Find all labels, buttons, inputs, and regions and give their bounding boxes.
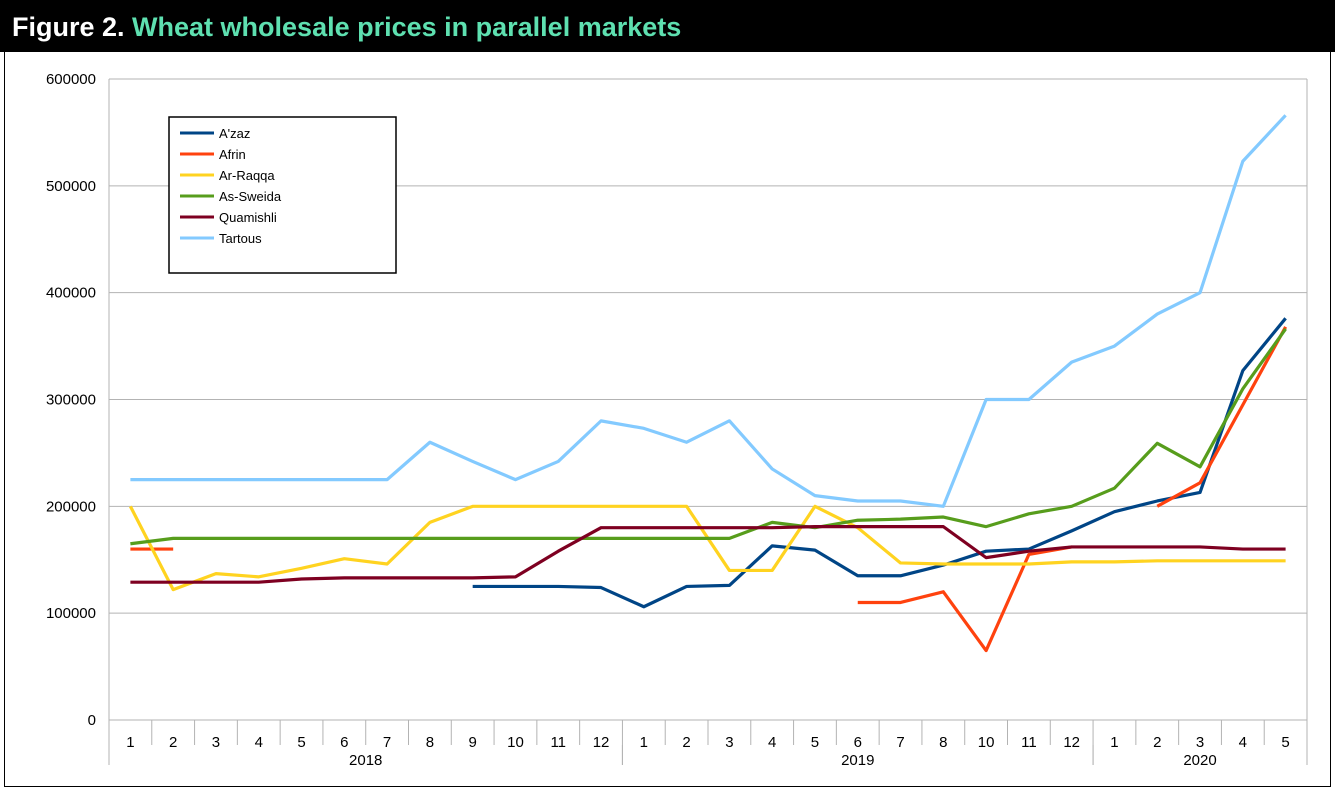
legend-entry: As-Sweida [219, 189, 282, 204]
series-lines [128, 114, 1288, 653]
year-label: 2019 [841, 752, 874, 769]
x-tick-label: 11 [1021, 734, 1037, 751]
x-tick-label: 1 [126, 734, 134, 751]
grid-lines [108, 78, 1308, 765]
x-tick-label: 6 [854, 734, 862, 751]
x-tick-label: 7 [383, 734, 391, 751]
x-tick-label: 1 [1110, 734, 1118, 751]
x-tick-label: 8 [939, 734, 947, 751]
series-line-segment [130, 114, 1287, 508]
series-as-sweida [130, 328, 1287, 546]
series-line-segment [130, 525, 1286, 584]
x-tick-label: 7 [896, 734, 904, 751]
y-tick-label: 100000 [46, 605, 96, 622]
x-tick-label: 2 [169, 734, 177, 751]
x-tick-label: 2 [682, 734, 690, 751]
x-tick-label: 3 [212, 734, 220, 751]
x-tick-label: 11 [550, 734, 566, 751]
x-tick-label: 5 [297, 734, 305, 751]
series-line-segment [1156, 326, 1288, 508]
figure-title: Wheat wholesale prices in parallel marke… [132, 12, 682, 42]
y-tick-label: 400000 [46, 285, 96, 302]
legend-entry: Ar-Raqqa [219, 168, 275, 183]
x-tick-label: 1 [640, 734, 648, 751]
chart-frame [4, 52, 1331, 787]
x-tick-label: 12 [1063, 734, 1080, 751]
legend: A'zaz Afrin Ar-Raqqa As-Sweida Quamishli Tart… [168, 116, 397, 274]
y-tick-label: 0 [88, 712, 96, 729]
x-tick-label: 2 [1153, 734, 1161, 751]
x-tick-label: 4 [1239, 734, 1247, 751]
legend-entry: A'zaz [219, 126, 250, 141]
series-quamishli [130, 525, 1286, 584]
y-tick-label: 600000 [46, 71, 96, 88]
y-tick-label: 500000 [46, 178, 96, 195]
x-tick-label: 9 [469, 734, 477, 751]
x-tick-label: 5 [811, 734, 819, 751]
series-line-segment [130, 328, 1287, 546]
x-tick-label: 10 [978, 734, 995, 751]
x-tick-label: 4 [255, 734, 263, 751]
legend-entry: Quamishli [219, 210, 277, 225]
x-tick-label: 3 [1196, 734, 1204, 751]
series-line-segment [857, 545, 1072, 653]
y-tick-label: 300000 [46, 392, 96, 409]
x-tick-label: 12 [593, 734, 610, 751]
y-tick-label: 200000 [46, 498, 96, 515]
x-tick-label: 5 [1281, 734, 1289, 751]
series-line-segment [472, 317, 1287, 609]
x-tick-label: 8 [426, 734, 434, 751]
x-tick-label: 3 [725, 734, 733, 751]
year-label: 2020 [1183, 752, 1216, 769]
series-a-zaz [472, 317, 1287, 609]
figure-number: Figure 2. [12, 12, 125, 42]
series-tartous [130, 114, 1287, 508]
x-tick-label: 6 [340, 734, 348, 751]
legend-entry: Afrin [219, 147, 246, 162]
figure-title-bar: Figure 2. Wheat wholesale prices in para… [0, 0, 1335, 52]
x-tick-label: 10 [507, 734, 524, 751]
x-tick-label: 4 [768, 734, 776, 751]
year-label: 2018 [349, 752, 382, 769]
legend-entry: Tartous [219, 231, 262, 246]
